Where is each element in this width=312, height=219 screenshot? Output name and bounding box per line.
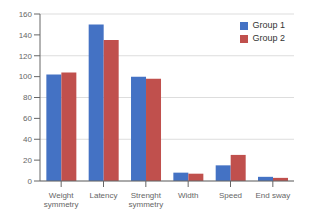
svg-text:Speed: Speed (219, 191, 242, 200)
svg-text:0: 0 (28, 177, 33, 186)
svg-text:100: 100 (19, 72, 33, 81)
svg-text:Weightsymmetry: Weightsymmetry (44, 191, 79, 209)
svg-text:120: 120 (19, 52, 33, 61)
svg-text:80: 80 (23, 93, 32, 102)
svg-text:Strenghtsymmetry: Strenghtsymmetry (128, 191, 163, 209)
svg-text:End sway: End sway (255, 191, 290, 200)
svg-text:60: 60 (23, 114, 32, 123)
svg-text:140: 140 (19, 31, 33, 40)
svg-text:Latency: Latency (89, 191, 117, 200)
html-text:Group 2: Group 2 (252, 33, 285, 43)
html-text:Group 1: Group 1 (252, 20, 285, 30)
svg-text:Width: Width (178, 191, 198, 200)
svg-text:40: 40 (23, 135, 32, 144)
svg-text:20: 20 (23, 156, 32, 165)
svg-text:160: 160 (19, 10, 33, 19)
